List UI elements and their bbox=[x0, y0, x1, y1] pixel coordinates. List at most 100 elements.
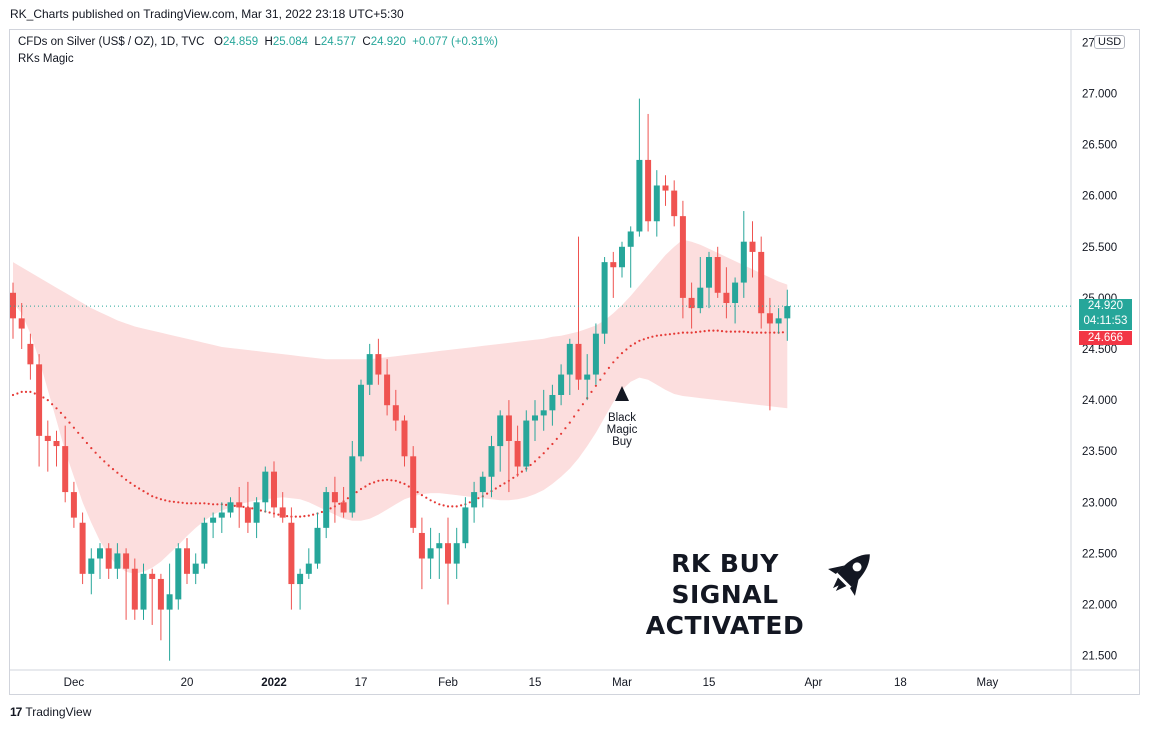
candle bbox=[497, 410, 504, 472]
indicator-dot bbox=[299, 515, 302, 518]
candle-body bbox=[749, 241, 756, 252]
candle-body bbox=[610, 262, 617, 268]
indicator-dot bbox=[403, 482, 406, 485]
indicator-dot bbox=[294, 515, 297, 518]
candle-body bbox=[184, 548, 190, 574]
indicator-dot bbox=[129, 481, 132, 484]
candle bbox=[418, 517, 425, 590]
banner-line-1: RK BUY SIGNAL bbox=[671, 549, 779, 609]
candle bbox=[18, 303, 25, 349]
publisher-line: RK_Charts published on TradingView.com, … bbox=[10, 7, 404, 21]
candle bbox=[410, 446, 417, 533]
indicator-dot bbox=[407, 485, 410, 488]
indicator-dot bbox=[760, 331, 763, 334]
indicator-dot bbox=[368, 482, 371, 485]
candle-body bbox=[157, 578, 164, 610]
candle bbox=[366, 343, 373, 395]
indicator-dot bbox=[177, 501, 180, 504]
indicator-dot bbox=[20, 390, 23, 393]
indicator-dot bbox=[242, 505, 245, 508]
indicator-dot bbox=[551, 442, 554, 446]
y-tick-label: 27.000 bbox=[1082, 89, 1117, 101]
candle bbox=[331, 476, 338, 523]
indicator-dot bbox=[720, 330, 724, 333]
indicator-dot bbox=[446, 505, 450, 508]
indicator-dot bbox=[647, 336, 650, 339]
tradingview-logo[interactable]: 17 TradingView bbox=[10, 705, 91, 719]
indicator-dot bbox=[694, 331, 698, 334]
indicator-legend[interactable]: RKs Magic bbox=[18, 53, 74, 65]
candle-body bbox=[714, 257, 721, 293]
candle-body bbox=[27, 343, 34, 365]
indicator-dot bbox=[633, 342, 637, 345]
indicator-dot bbox=[120, 475, 123, 478]
indicator-dot bbox=[499, 484, 502, 487]
candle-body bbox=[410, 456, 417, 528]
indicator-dot bbox=[33, 392, 36, 395]
indicator-dot bbox=[599, 378, 602, 381]
candle-body bbox=[123, 553, 130, 569]
candle-body bbox=[114, 553, 121, 569]
indicator-dot bbox=[94, 451, 97, 454]
indicator-dot bbox=[98, 456, 102, 459]
candle-body bbox=[671, 190, 678, 217]
indicator-dot bbox=[146, 492, 149, 495]
chart-frame[interactable] bbox=[9, 29, 1140, 695]
candle-body bbox=[436, 543, 443, 549]
candle-body bbox=[479, 476, 486, 493]
x-tick-label: 17 bbox=[355, 677, 368, 689]
indicator-dot bbox=[168, 500, 171, 503]
candle bbox=[514, 425, 521, 477]
indicator-dot bbox=[577, 409, 580, 412]
candle bbox=[236, 486, 243, 528]
x-tick-label: Apr bbox=[804, 677, 822, 689]
buy-signal-triangle bbox=[615, 385, 629, 401]
candle-body bbox=[497, 415, 504, 447]
indicator-dot bbox=[660, 334, 663, 337]
candle-body bbox=[532, 415, 538, 421]
candle-body bbox=[688, 297, 695, 309]
indicator-dot bbox=[425, 496, 428, 499]
indicator-dot bbox=[751, 331, 754, 334]
indicator-dot bbox=[568, 421, 571, 424]
indicator-dot bbox=[429, 499, 432, 502]
candle-body bbox=[253, 502, 260, 523]
candle-body bbox=[540, 410, 547, 416]
indicator-dot bbox=[664, 333, 667, 336]
candle bbox=[601, 257, 608, 344]
currency-button[interactable]: USD bbox=[1094, 35, 1126, 49]
candle-body bbox=[70, 492, 77, 518]
candle bbox=[340, 486, 347, 518]
indicator-dot bbox=[277, 513, 280, 516]
y-tick-label: 23.000 bbox=[1082, 497, 1117, 509]
indicator-dot bbox=[107, 464, 110, 467]
candle-body bbox=[471, 492, 478, 508]
indicator-dot bbox=[312, 513, 315, 516]
candle-body bbox=[340, 502, 347, 513]
candle bbox=[471, 481, 478, 523]
candle bbox=[523, 410, 530, 472]
x-tick-label: 18 bbox=[894, 677, 907, 689]
indicator-dot bbox=[338, 502, 341, 505]
candle-body bbox=[575, 343, 582, 380]
indicator-dot bbox=[438, 503, 441, 506]
candle bbox=[723, 267, 730, 319]
candle-body bbox=[149, 573, 156, 579]
candle bbox=[27, 333, 34, 380]
candle-body bbox=[331, 492, 338, 503]
indicator-dot bbox=[420, 494, 423, 497]
legend-high-label: H bbox=[264, 36, 273, 48]
bar-countdown: 04:11:53 bbox=[1083, 315, 1128, 327]
last-price-tag: 24.920 04:11:53 bbox=[1079, 299, 1132, 330]
indicator-dot bbox=[477, 497, 480, 500]
candle bbox=[131, 558, 138, 620]
indicator-dot bbox=[712, 329, 715, 332]
candle bbox=[436, 532, 443, 579]
x-tick-label: May bbox=[977, 677, 999, 689]
indicator-dot bbox=[612, 361, 615, 364]
candle-body bbox=[619, 246, 625, 268]
candle-body bbox=[653, 185, 660, 222]
candle bbox=[714, 246, 721, 298]
candle bbox=[262, 466, 269, 513]
